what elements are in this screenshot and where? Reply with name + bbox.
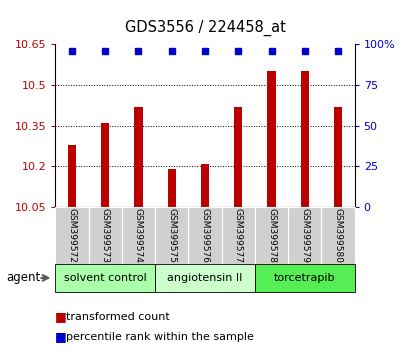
Text: agent: agent — [6, 272, 40, 284]
Text: ■: ■ — [55, 331, 67, 343]
Bar — [67, 145, 76, 207]
Text: GSM399578: GSM399578 — [266, 208, 275, 263]
Text: solvent control: solvent control — [64, 273, 146, 283]
Bar — [134, 107, 142, 207]
Bar — [267, 72, 275, 207]
Bar — [200, 164, 209, 207]
Text: GSM399577: GSM399577 — [233, 208, 242, 263]
Text: ■: ■ — [55, 310, 67, 323]
Text: torcetrapib: torcetrapib — [273, 273, 335, 283]
Text: GSM399573: GSM399573 — [101, 208, 110, 263]
Bar — [333, 107, 342, 207]
Bar — [300, 72, 308, 207]
Text: GSM399580: GSM399580 — [333, 208, 342, 263]
Text: GSM399572: GSM399572 — [67, 208, 76, 263]
Bar — [101, 123, 109, 207]
Text: GDS3556 / 224458_at: GDS3556 / 224458_at — [124, 19, 285, 36]
Bar — [234, 107, 242, 207]
Text: transformed count: transformed count — [65, 312, 169, 322]
Bar — [167, 169, 175, 207]
Text: GSM399579: GSM399579 — [299, 208, 308, 263]
Text: GSM399574: GSM399574 — [134, 208, 143, 263]
Text: GSM399575: GSM399575 — [167, 208, 176, 263]
Text: angiotensin II: angiotensin II — [167, 273, 242, 283]
Text: GSM399576: GSM399576 — [200, 208, 209, 263]
Text: percentile rank within the sample: percentile rank within the sample — [65, 332, 253, 342]
